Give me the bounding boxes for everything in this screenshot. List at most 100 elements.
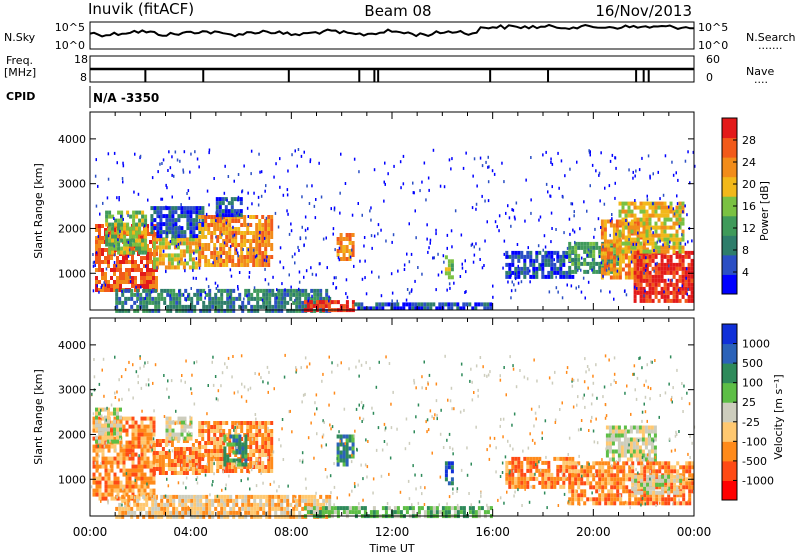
power-speck bbox=[589, 184, 591, 188]
power-speck bbox=[92, 289, 95, 293]
power-cell bbox=[161, 257, 165, 262]
velocity-cell bbox=[601, 485, 605, 490]
velocity-cell bbox=[619, 501, 623, 506]
power-cell bbox=[170, 237, 174, 242]
velocity-cell bbox=[556, 456, 560, 461]
power-cell bbox=[429, 302, 433, 307]
velocity-cell bbox=[325, 498, 329, 503]
velocity-cell bbox=[520, 472, 524, 477]
velocity-cell bbox=[116, 460, 120, 465]
power-cell bbox=[175, 300, 179, 305]
velocity-cell bbox=[625, 473, 629, 478]
power-cell bbox=[162, 222, 166, 227]
power-cell bbox=[95, 260, 98, 264]
power-cell bbox=[166, 308, 170, 313]
power-cell bbox=[158, 245, 162, 250]
velocity-cell bbox=[604, 473, 608, 478]
velocity-cell bbox=[134, 476, 138, 481]
velocity-cell bbox=[152, 464, 156, 469]
power-cell bbox=[663, 241, 667, 246]
power-cell bbox=[639, 254, 643, 259]
power-cell bbox=[225, 235, 229, 239]
power-speck bbox=[107, 177, 110, 181]
velocity-cell bbox=[655, 501, 659, 506]
power-cell bbox=[142, 296, 146, 301]
velocity-cell bbox=[140, 472, 144, 477]
power-speck bbox=[510, 289, 513, 293]
power-speck bbox=[115, 264, 118, 268]
power-cell bbox=[663, 205, 667, 210]
power-cell bbox=[167, 257, 171, 262]
power-speck bbox=[505, 211, 507, 215]
velocity-cell bbox=[182, 459, 186, 463]
power-cell bbox=[217, 300, 221, 305]
power-cell bbox=[101, 240, 104, 244]
velocity-cell bbox=[178, 510, 182, 515]
velocity-cell bbox=[134, 452, 138, 457]
velocity-cell bbox=[325, 514, 329, 519]
velocity-cell bbox=[122, 472, 126, 477]
power-cell bbox=[222, 243, 226, 247]
velocity-cell bbox=[214, 494, 218, 499]
power-cell bbox=[138, 238, 142, 243]
power-cell bbox=[630, 213, 634, 218]
power-cell bbox=[642, 290, 646, 295]
power-cell bbox=[101, 252, 104, 256]
power-cell bbox=[612, 259, 616, 264]
power-speck bbox=[479, 258, 481, 261]
velocity-cell bbox=[214, 506, 218, 511]
velocity-cell bbox=[571, 465, 575, 470]
velocity-cell bbox=[140, 476, 144, 481]
velocity-cell bbox=[189, 436, 193, 441]
power-cell bbox=[672, 282, 676, 287]
power-cell bbox=[189, 226, 193, 231]
power-speck bbox=[589, 150, 591, 154]
power-speck bbox=[397, 269, 399, 273]
velocity-cell bbox=[637, 497, 641, 502]
power-cell bbox=[612, 271, 616, 276]
power-cell bbox=[559, 258, 563, 263]
power-cell bbox=[675, 266, 679, 271]
velocity-cell bbox=[244, 502, 248, 507]
power-cell bbox=[168, 230, 172, 235]
power-cell bbox=[627, 271, 631, 276]
velocity-cell bbox=[95, 423, 98, 428]
power-cell bbox=[663, 201, 667, 206]
power-cell bbox=[135, 234, 139, 239]
velocity-cell bbox=[604, 477, 608, 482]
power-cell bbox=[550, 254, 554, 259]
velocity-cell bbox=[312, 506, 316, 511]
velocity-cell bbox=[568, 456, 572, 461]
power-cell bbox=[113, 272, 116, 276]
velocity-cell bbox=[104, 492, 108, 497]
power-cell bbox=[568, 249, 572, 254]
power-cell bbox=[532, 270, 536, 275]
power-cell bbox=[261, 255, 265, 259]
power-cell bbox=[174, 210, 178, 215]
power-cell bbox=[574, 253, 578, 258]
power-cell bbox=[535, 266, 539, 271]
power-cell bbox=[378, 302, 382, 307]
power-cell bbox=[675, 290, 679, 295]
power-cell bbox=[237, 243, 241, 247]
power-cell bbox=[627, 259, 631, 264]
power-speck bbox=[325, 236, 327, 240]
power-cell bbox=[225, 259, 229, 263]
power-speck bbox=[659, 239, 661, 243]
power-cell bbox=[633, 201, 637, 206]
power-cell bbox=[111, 230, 115, 235]
power-cell bbox=[170, 265, 174, 270]
power-cell bbox=[681, 294, 685, 299]
velocity-cell bbox=[104, 488, 108, 493]
power-speck bbox=[529, 269, 531, 273]
power-cell bbox=[568, 265, 572, 270]
power-speck bbox=[113, 261, 116, 264]
power-speck bbox=[681, 233, 683, 237]
velocity-cell bbox=[133, 502, 137, 507]
velocity-cell bbox=[164, 455, 168, 459]
power-speck bbox=[510, 296, 512, 300]
power-cell bbox=[666, 245, 670, 250]
power-cell bbox=[618, 221, 622, 226]
velocity-cell bbox=[119, 423, 122, 428]
power-speck bbox=[223, 191, 226, 195]
